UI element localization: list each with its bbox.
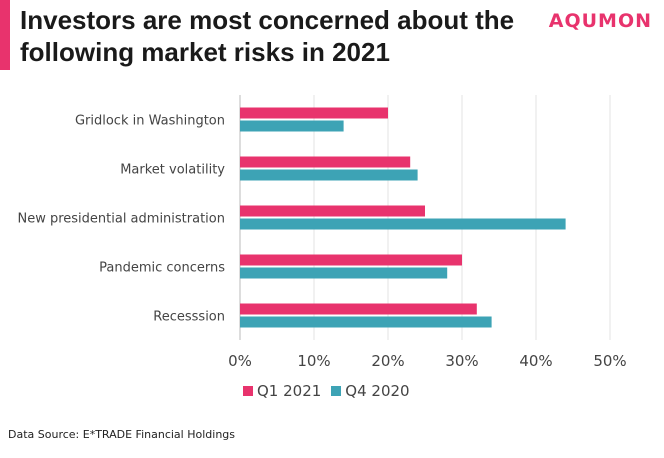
legend-label-q4-2020: Q4 2020 [345,382,410,400]
x-tick-label: 30% [445,352,478,370]
legend-label-q1-2021: Q1 2021 [257,382,322,400]
bars [240,107,566,328]
bar-q4-2020 [240,120,344,132]
x-tick-label: 20% [371,352,404,370]
x-tick-label: 40% [519,352,552,370]
category-label: Market volatility [120,163,225,178]
legend-item-q4-2020: Q4 2020 [331,382,410,400]
x-tick-label: 0% [228,352,252,370]
x-tick-label: 10% [297,352,330,370]
bar-q1-2021 [240,156,411,168]
title-accent-bar [0,0,10,70]
x-tick-label: 50% [593,352,626,370]
category-label: Gridlock in Washington [75,114,225,129]
brand-logo: AQUMON [548,10,652,32]
chart-title: Investors are most concerned about the f… [20,5,515,67]
category-label: Recesssion [153,310,225,325]
category-label: Pandemic concerns [99,261,225,276]
legend: Q1 2021 Q4 2020 [243,382,420,400]
x-axis-tick-labels: 0% 10% 20% 30% 40% 50% [228,352,627,370]
bar-q1-2021 [240,254,462,266]
bar-q1-2021 [240,303,477,315]
bar-q1-2021 [240,107,388,119]
legend-swatch-q1-2021 [243,386,253,396]
grid-lines [239,95,611,340]
bar-q4-2020 [240,218,566,230]
data-source-note: Data Source: E*TRADE Financial Holdings [8,428,235,441]
category-label: New presidential administration [17,212,225,227]
legend-item-q1-2021: Q1 2021 [243,382,321,400]
bar-q4-2020 [240,316,492,328]
bar-q4-2020 [240,267,448,279]
bar-q4-2020 [240,169,418,181]
bar-q1-2021 [240,205,425,217]
category-labels: Gridlock in Washington Market volatility N… [17,114,225,325]
legend-swatch-q4-2020 [331,386,342,396]
